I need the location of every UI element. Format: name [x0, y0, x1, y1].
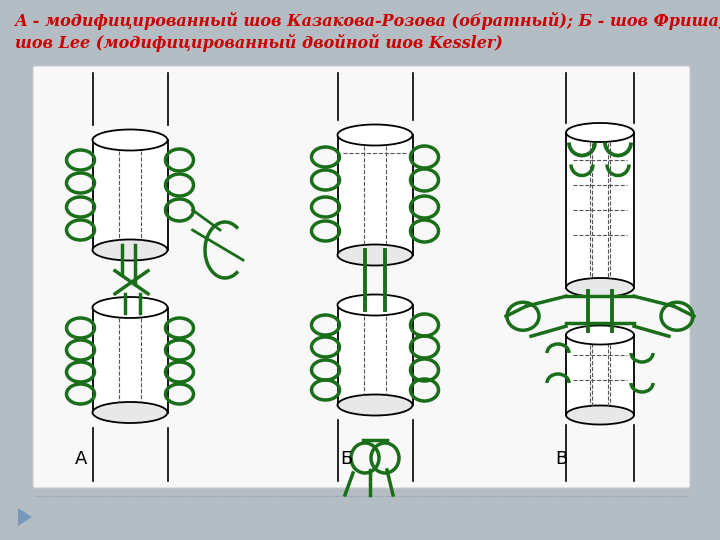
Text: А - модифицированный шов Казакова-Розова (обратный); Б - шов Фриша; В -: А - модифицированный шов Казакова-Розова… — [15, 12, 720, 30]
Ellipse shape — [338, 245, 413, 266]
Bar — [566, 132, 634, 287]
Ellipse shape — [566, 406, 634, 424]
Ellipse shape — [566, 326, 634, 345]
Ellipse shape — [338, 125, 413, 145]
Bar — [566, 335, 634, 415]
Ellipse shape — [566, 278, 634, 297]
Ellipse shape — [566, 123, 634, 142]
Bar — [338, 305, 413, 405]
Bar — [92, 140, 168, 250]
Bar — [92, 307, 168, 413]
Ellipse shape — [338, 294, 413, 315]
Bar — [338, 135, 413, 255]
Text: А: А — [75, 450, 87, 468]
Polygon shape — [18, 508, 32, 526]
Text: шов Lee (модифицированный двойной шов Kessler): шов Lee (модифицированный двойной шов Ke… — [15, 34, 503, 52]
Text: В: В — [555, 450, 567, 468]
Text: Б: Б — [340, 450, 352, 468]
Ellipse shape — [92, 297, 168, 318]
Ellipse shape — [92, 402, 168, 423]
FancyBboxPatch shape — [33, 66, 690, 488]
Ellipse shape — [92, 130, 168, 151]
Ellipse shape — [92, 240, 168, 260]
Ellipse shape — [338, 395, 413, 415]
